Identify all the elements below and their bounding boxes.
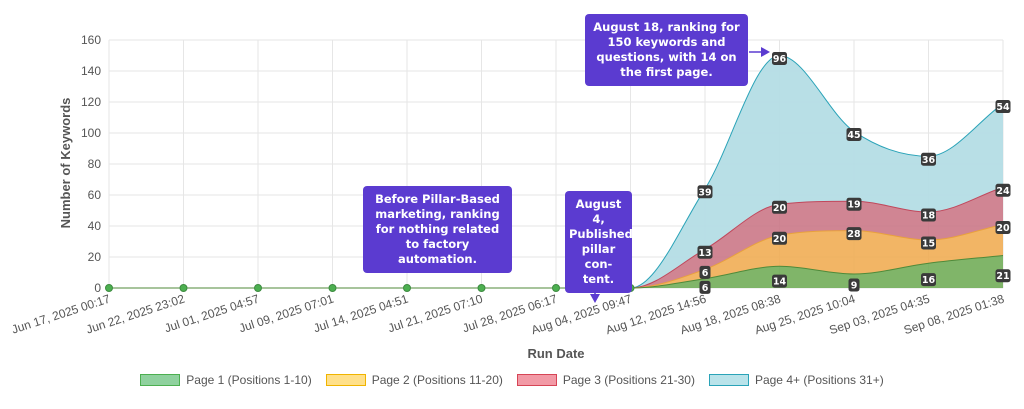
annotation-aug-4: August 4, Published pillar con- tent. bbox=[565, 191, 633, 293]
data-label-bg bbox=[846, 197, 862, 211]
annotation-aug-18: August 18, ranking for 150 keywords and … bbox=[585, 14, 748, 86]
data-label-bg bbox=[697, 245, 713, 259]
data-point bbox=[403, 284, 411, 292]
legend-swatch-page1 bbox=[140, 374, 181, 386]
legend-swatch-page4 bbox=[708, 374, 749, 386]
y-axis-title: Number of Keywords bbox=[58, 98, 73, 229]
legend-swatch-page2 bbox=[325, 374, 366, 386]
y-tick-label: 60 bbox=[88, 188, 102, 202]
data-point bbox=[552, 284, 560, 292]
x-axis-title: Run Date bbox=[527, 346, 584, 361]
chart-legend: Page 1 (Positions 1-10) Page 2 (Position… bbox=[0, 373, 1024, 387]
y-tick-label: 140 bbox=[81, 64, 101, 78]
data-label: 20 bbox=[773, 203, 787, 214]
data-point bbox=[105, 284, 113, 292]
data-label: 6 bbox=[702, 268, 709, 279]
data-label: 13 bbox=[698, 248, 711, 259]
legend-item-page4[interactable]: Page 4+ (Positions 31+) bbox=[708, 373, 884, 387]
y-tick-label: 80 bbox=[88, 157, 102, 171]
y-tick-label: 20 bbox=[88, 250, 102, 264]
data-label: 16 bbox=[922, 275, 936, 286]
y-tick-label: 120 bbox=[81, 95, 101, 109]
y-tick-label: 40 bbox=[88, 219, 102, 233]
data-label: 24 bbox=[996, 186, 1010, 197]
data-label-bg bbox=[699, 280, 711, 294]
data-label: 39 bbox=[698, 187, 711, 198]
data-label-bg bbox=[921, 208, 936, 222]
data-label-bg bbox=[995, 269, 1011, 283]
legend-item-page2[interactable]: Page 2 (Positions 11-20) bbox=[325, 373, 503, 387]
data-label-bg bbox=[772, 200, 787, 214]
arrowhead-aug-4 bbox=[590, 294, 600, 303]
y-tick-label: 160 bbox=[81, 33, 101, 47]
data-label: 20 bbox=[996, 223, 1010, 234]
legend-item-page1[interactable]: Page 1 (Positions 1-10) bbox=[140, 373, 312, 387]
legend-item-page3[interactable]: Page 3 (Positions 21-30) bbox=[516, 373, 695, 387]
arrowhead-aug-18 bbox=[761, 47, 770, 57]
y-axis-ticks: 0 20 40 60 80 100 120 140 160 bbox=[81, 33, 101, 295]
data-label: 15 bbox=[922, 238, 935, 249]
data-label-bg bbox=[699, 265, 711, 279]
data-label: 21 bbox=[996, 271, 1009, 282]
area-page4 bbox=[109, 55, 1003, 288]
y-tick-label: 0 bbox=[94, 281, 101, 295]
data-label-bg bbox=[921, 273, 936, 287]
legend-label-page4: Page 4+ (Positions 31+) bbox=[754, 373, 884, 387]
data-point bbox=[477, 284, 486, 292]
data-labels: 6 14 9 16 21 6 20 28 15 20 13 20 19 18 24 39 96 45 36 54 bbox=[697, 52, 1011, 294]
data-label-bg bbox=[995, 183, 1011, 197]
data-label: 18 bbox=[922, 211, 936, 222]
legend-label-page1: Page 1 (Positions 1-10) bbox=[186, 373, 312, 387]
data-label-bg bbox=[995, 220, 1011, 234]
y-tick-label: 100 bbox=[81, 126, 101, 140]
data-label-bg bbox=[772, 274, 787, 288]
data-label: 96 bbox=[773, 54, 787, 65]
legend-label-page2: Page 2 (Positions 11-20) bbox=[371, 373, 503, 387]
data-label-bg bbox=[697, 185, 713, 199]
data-label-bg bbox=[921, 152, 936, 166]
data-point bbox=[328, 284, 337, 292]
data-point bbox=[254, 284, 262, 292]
data-label: 6 bbox=[702, 283, 709, 294]
data-label: 14 bbox=[773, 277, 787, 288]
data-label-bg bbox=[772, 52, 787, 65]
data-label: 20 bbox=[773, 234, 787, 245]
zero-markers bbox=[105, 284, 635, 292]
annotation-before-pillar: Before Pillar-Based marketing, ranking f… bbox=[363, 186, 512, 273]
data-label: 9 bbox=[851, 281, 858, 292]
data-label: 36 bbox=[922, 155, 936, 166]
data-label-bg bbox=[848, 278, 860, 292]
data-label: 54 bbox=[996, 102, 1010, 113]
data-label: 45 bbox=[847, 130, 860, 141]
legend-label-page3: Page 3 (Positions 21-30) bbox=[562, 373, 695, 387]
data-label-bg bbox=[995, 100, 1011, 114]
data-label-bg bbox=[921, 236, 936, 250]
legend-swatch-page3 bbox=[516, 374, 557, 386]
data-label: 28 bbox=[847, 229, 861, 240]
data-label-bg bbox=[846, 127, 862, 141]
data-label: 19 bbox=[847, 200, 860, 211]
data-point bbox=[179, 284, 188, 292]
data-label-bg bbox=[772, 231, 787, 245]
data-label-bg bbox=[846, 227, 862, 241]
